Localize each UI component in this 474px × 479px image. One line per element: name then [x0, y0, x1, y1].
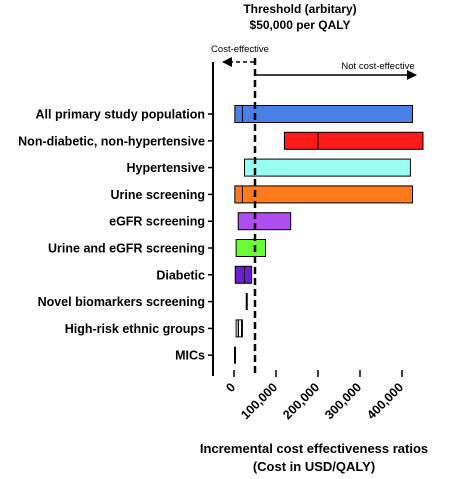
x-tick-label: 100,000 — [238, 380, 280, 422]
category-label: eGFR screening — [109, 215, 205, 229]
category-label: Novel biomarkers screening — [38, 295, 205, 309]
x-tick-label: 200,000 — [280, 380, 322, 422]
x-tick-label: 400,000 — [364, 380, 406, 422]
x-tick-label: 0 — [223, 380, 238, 395]
range-bar — [234, 105, 413, 123]
cost-effective-label: Cost-effective — [211, 44, 269, 55]
category-label: Non-diabetic, non-hypertensive — [18, 134, 205, 148]
not-cost-effective-label: Not cost-effective — [341, 61, 414, 72]
not-cost-effective-arrowhead — [407, 70, 417, 80]
x-tick-label: 300,000 — [322, 380, 364, 422]
category-label: All primary study population — [36, 108, 205, 122]
range-bar — [244, 158, 411, 177]
range-bar — [283, 131, 424, 150]
category-label: Hypertensive — [126, 161, 205, 175]
category-label: High-risk ethnic groups — [65, 322, 205, 336]
x-axis-subtitle: (Cost in USD/QALY) — [253, 459, 375, 474]
threshold-subtitle: $50,000 per QALY — [250, 18, 351, 32]
range-bar — [234, 346, 236, 364]
range-bar — [237, 212, 292, 231]
range-bar — [235, 319, 243, 338]
cost-effective-arrowhead — [222, 57, 232, 67]
category-label: Urine screening — [111, 188, 205, 202]
range-bar — [235, 239, 267, 257]
category-label: MICs — [175, 349, 205, 363]
range-bar — [234, 185, 413, 204]
range-bar — [245, 293, 248, 311]
threshold-title: Threshold (arbitary) — [243, 2, 356, 16]
x-axis-title: Incremental cost effectiveness ratios — [200, 441, 428, 456]
category-label: Urine and eGFR screening — [48, 242, 205, 256]
category-label: Diabetic — [156, 268, 205, 282]
chart-marks: All primary study population Non-diabetic… — [18, 44, 424, 422]
range-bar — [234, 265, 253, 284]
